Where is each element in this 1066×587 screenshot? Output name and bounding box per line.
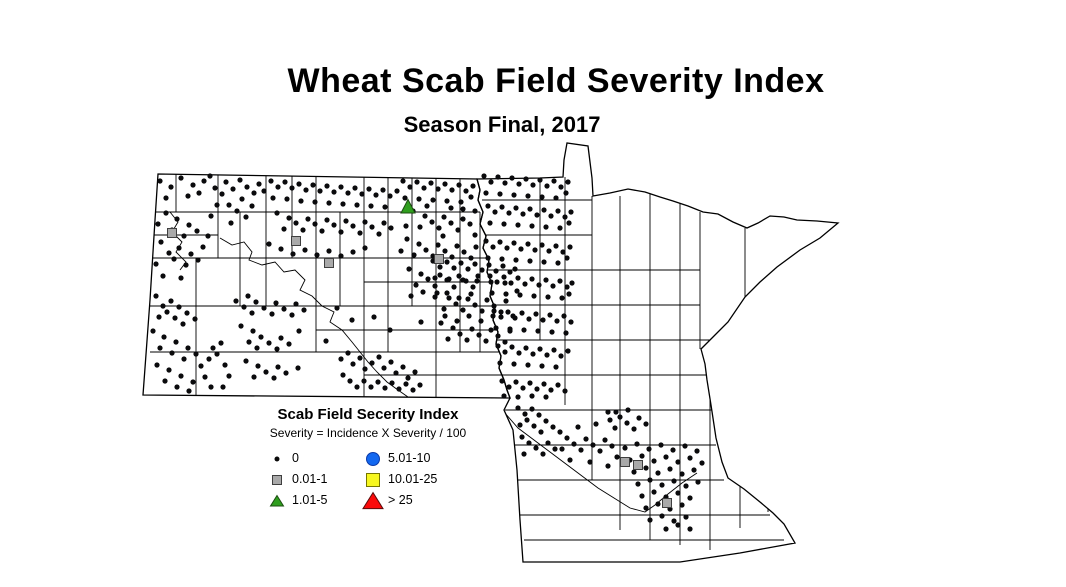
legend-dot-icon xyxy=(274,456,280,461)
legend-item-label: 5.01-10 xyxy=(388,450,431,465)
legend-item: 10.01-25 xyxy=(360,468,492,489)
missouri-river-line xyxy=(219,237,409,398)
little-missouri-river-line xyxy=(169,211,187,271)
legend-items: 0 0.01-1 1.01-5 5.01-10 10.01-25 > 25 xyxy=(250,447,486,510)
legend-item: > 25 xyxy=(360,489,492,510)
legend-triangle-icon xyxy=(362,491,384,509)
legend-item-label: 0 xyxy=(292,450,299,465)
severity-0-points-layer xyxy=(150,173,705,532)
legend-square-icon xyxy=(366,472,380,487)
legend-square-icon xyxy=(272,474,282,485)
legend-item: 0.01-1 xyxy=(264,468,360,489)
legend-item-label: > 25 xyxy=(388,492,413,507)
legend-item-label: 10.01-25 xyxy=(388,471,438,486)
legend-circle-icon xyxy=(366,451,380,466)
severity-0-01-1-points-layer xyxy=(167,228,672,508)
page-subtitle: Season Final, 2017 xyxy=(403,112,601,137)
legend-item-label: 0.01-1 xyxy=(292,471,328,486)
severity-1-01-5-points-layer xyxy=(400,198,416,214)
legend-formula: Severity = Incidence X Severity / 100 xyxy=(269,426,467,440)
legend-triangle-icon xyxy=(269,494,285,506)
state-outline-minnesota xyxy=(476,142,840,563)
legend-item: 5.01-10 xyxy=(360,447,492,468)
legend-item-label: 1.01-5 xyxy=(292,492,328,507)
legend-title: Scab Field Secerity Index xyxy=(277,406,459,423)
legend-item: 0 xyxy=(264,447,360,468)
legend-item: 1.01-5 xyxy=(264,489,360,510)
legend: Scab Field Secerity Index Severity = Inc… xyxy=(250,406,486,510)
page-title: Wheat Scab Field Severity Index xyxy=(287,62,825,100)
